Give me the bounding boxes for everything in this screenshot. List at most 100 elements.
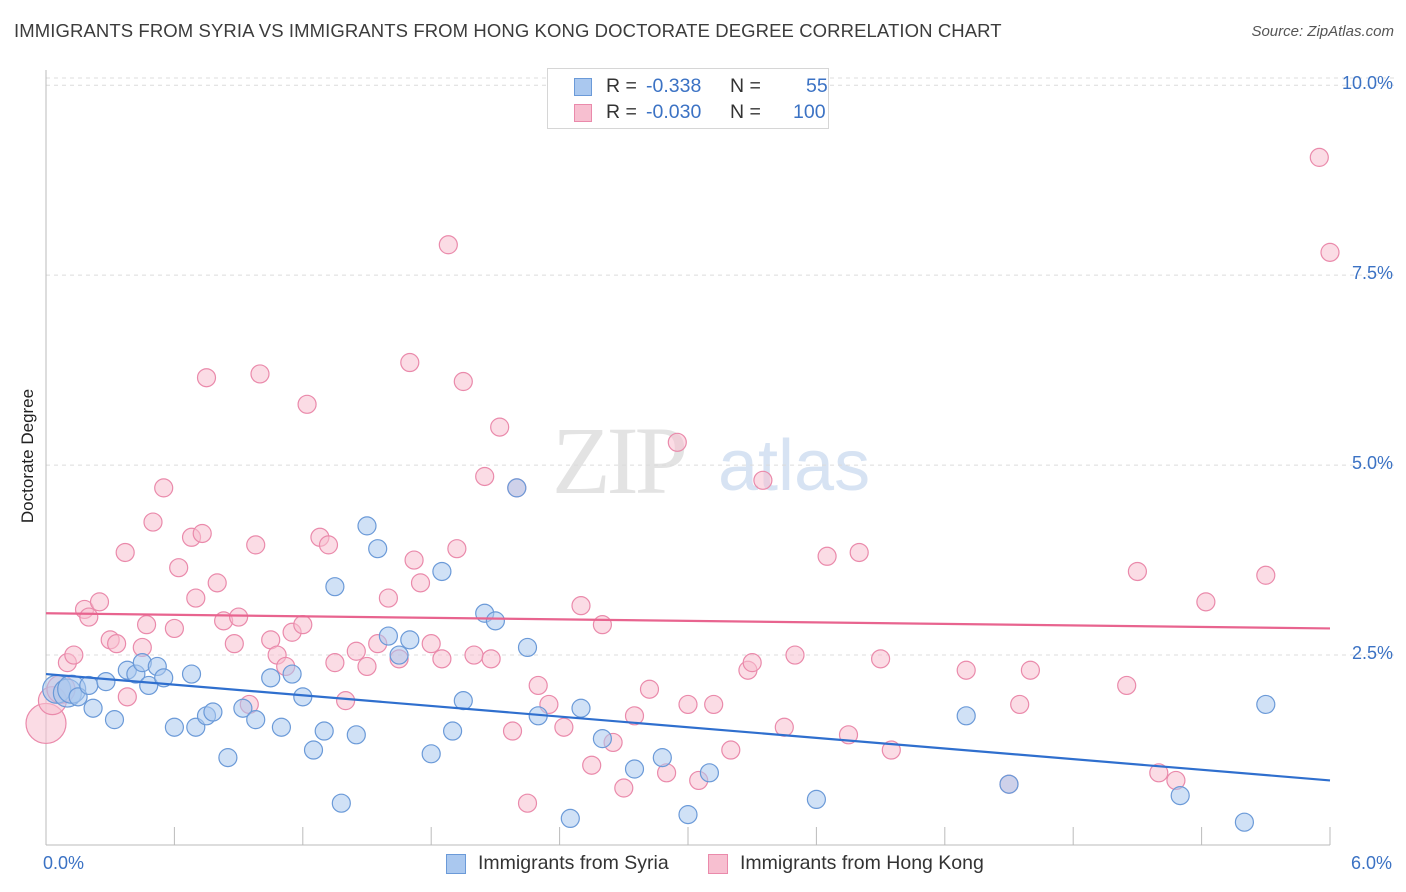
hong-kong-point	[1117, 675, 1137, 696]
hong-kong-point	[721, 740, 741, 760]
hong-kong-point	[817, 546, 837, 566]
legend-n-label: N =	[730, 101, 761, 123]
hong-kong-point	[318, 535, 339, 555]
syria-point	[517, 637, 538, 658]
bottom-legend-label-syria: Immigrants from Syria	[478, 852, 669, 874]
hong-kong-point	[246, 535, 266, 555]
syria-point	[314, 721, 334, 741]
hong-kong-point	[421, 634, 441, 654]
hong-kong-point	[169, 558, 189, 578]
chart-title: IMMIGRANTS FROM SYRIA VS IMMIGRANTS FROM…	[14, 20, 1002, 41]
syria-point	[443, 721, 463, 741]
hong-kong-point	[164, 618, 184, 639]
syria-point	[400, 630, 420, 650]
syria-point	[331, 793, 351, 813]
hong-kong-trendline	[45, 612, 1331, 630]
hong-kong-point	[325, 653, 345, 673]
hong-kong-point	[571, 596, 591, 616]
hong-kong-point	[1149, 763, 1169, 783]
syria-point	[1234, 812, 1255, 832]
syria-point	[956, 706, 976, 726]
hong-kong-point	[481, 649, 501, 669]
hong-kong-point	[1196, 592, 1216, 612]
hong-kong-point	[528, 675, 548, 696]
hong-kong-point	[117, 687, 137, 707]
legend-swatch-syria	[574, 78, 592, 96]
syria-point	[624, 759, 645, 779]
y-axis-title: Doctorate Degree	[18, 388, 37, 524]
syria-point	[678, 805, 698, 825]
bottom-legend-label-hong-kong: Immigrants from Hong Kong	[740, 852, 984, 874]
syria-point	[806, 789, 827, 810]
syria-point	[282, 664, 302, 684]
source-label: Source: ZipAtlas.com	[1251, 23, 1394, 40]
legend-r-label: R =	[606, 101, 637, 123]
hong-kong-point	[1309, 147, 1329, 167]
syria-point	[432, 561, 452, 582]
syria-point	[453, 691, 473, 711]
hong-kong-point	[453, 371, 473, 392]
y-tick-label: 2.5%	[1351, 643, 1393, 664]
legend-r-label: R =	[606, 75, 637, 97]
syria-point	[218, 748, 238, 768]
hong-kong-point	[224, 634, 244, 654]
syria-point	[389, 645, 409, 665]
y-tick-label: 10.0%	[1341, 73, 1393, 94]
hong-kong-point	[475, 466, 495, 487]
hong-kong-point	[154, 478, 174, 498]
hong-kong-point	[400, 352, 420, 373]
syria-point	[592, 729, 613, 749]
hong-kong-point	[704, 694, 724, 715]
hong-kong-point	[678, 694, 698, 715]
y-tick-label: 7.5%	[1351, 263, 1393, 284]
syria-point	[571, 698, 591, 718]
hong-kong-point	[89, 592, 110, 612]
syria-point	[271, 717, 291, 737]
syria-point	[261, 668, 281, 688]
hong-kong-point	[774, 717, 794, 737]
hong-kong-point	[614, 778, 634, 798]
hong-kong-point	[410, 573, 431, 593]
hong-kong-point	[79, 607, 99, 627]
hong-kong-point	[432, 649, 452, 669]
syria-point	[104, 710, 125, 730]
hong-kong-point	[336, 691, 356, 711]
watermark-zip: ZIP	[552, 407, 685, 514]
syria-point	[303, 740, 324, 760]
syria-point	[999, 774, 1019, 794]
hong-kong-point	[624, 706, 645, 726]
x-tick-label-min: 0.0%	[43, 853, 85, 873]
hong-kong-point	[229, 607, 249, 627]
hong-kong-point	[639, 679, 660, 699]
hong-kong-point	[64, 645, 84, 665]
syria-point	[652, 748, 672, 768]
syria-point	[507, 478, 527, 498]
hong-kong-point	[192, 523, 212, 544]
correlation-legend: R = -0.338 N = 55 R = -0.030 N = 100	[547, 68, 829, 129]
syria-point	[1256, 694, 1276, 715]
syria-point	[368, 539, 388, 559]
syria-point	[325, 577, 345, 597]
hong-kong-point	[582, 755, 602, 775]
hong-kong-point	[346, 641, 366, 661]
hong-kong-point	[785, 645, 805, 665]
legend-swatch-hong-kong	[574, 104, 592, 122]
hong-kong-point	[357, 656, 377, 677]
hong-kong-point	[502, 721, 523, 741]
syria-point	[378, 626, 398, 646]
hong-kong-point	[1256, 565, 1276, 585]
hong-kong-point	[592, 615, 613, 635]
hong-kong-point	[870, 649, 891, 669]
hong-kong-point	[196, 368, 217, 388]
hong-kong-point	[490, 417, 510, 437]
syria-point	[83, 698, 103, 718]
syria-point	[560, 808, 580, 829]
watermark-atlas: atlas	[718, 426, 870, 506]
hong-kong-point	[297, 394, 317, 414]
hong-kong-point	[1020, 660, 1041, 680]
hong-kong-point	[447, 539, 467, 559]
hong-kong-point	[742, 653, 762, 673]
hong-kong-point	[250, 364, 270, 384]
syria-point	[699, 763, 720, 783]
